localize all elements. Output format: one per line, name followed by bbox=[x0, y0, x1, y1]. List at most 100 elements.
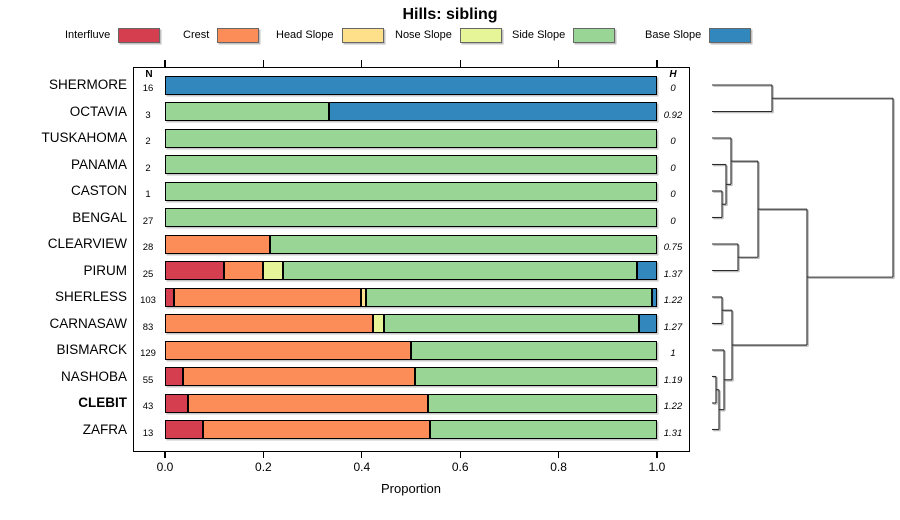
n-value-tuskahoma: 2 bbox=[145, 136, 151, 147]
x-axis-tick-top bbox=[656, 60, 658, 67]
bar-sherless bbox=[165, 287, 657, 307]
segment-base-slope bbox=[637, 261, 657, 280]
x-axis-tick-top bbox=[164, 60, 166, 67]
legend-label: Nose Slope bbox=[395, 29, 452, 41]
row-label-caston: CASTON bbox=[70, 183, 127, 198]
bar-nashoba bbox=[165, 367, 657, 386]
x-axis-tick-bottom bbox=[361, 451, 363, 458]
h-value-panama: 0 bbox=[670, 162, 676, 174]
row-label-pirum: PIRUM bbox=[83, 262, 128, 278]
bar-shermore bbox=[165, 75, 657, 95]
segment-crest bbox=[188, 393, 429, 413]
segment-base-slope bbox=[328, 102, 657, 121]
segment-side-slope bbox=[165, 155, 657, 174]
segment-side-slope bbox=[411, 340, 657, 360]
segment-base-slope bbox=[639, 314, 657, 333]
segment-crest bbox=[174, 287, 361, 307]
legend-swatch bbox=[341, 27, 384, 43]
row-label-bismarck: BISMARCK bbox=[56, 342, 127, 357]
x-axis-title: Proportion bbox=[381, 481, 441, 496]
n-value-octavia: 3 bbox=[145, 109, 151, 121]
legend-item-nose-slope: Nose Slope bbox=[395, 27, 502, 43]
segment-base-slope bbox=[165, 75, 657, 95]
h-value-clearview: 0.75 bbox=[663, 242, 683, 253]
segment-base-slope bbox=[652, 287, 657, 307]
segment-side-slope bbox=[365, 287, 653, 307]
bar-zafra bbox=[165, 420, 657, 439]
legend-item-crest: Crest bbox=[183, 27, 260, 43]
h-value-pirum: 1.37 bbox=[663, 268, 683, 280]
h-value-bismarck: 1 bbox=[670, 348, 676, 359]
n-value-shermore: 16 bbox=[142, 83, 154, 94]
segment-nose-slope bbox=[263, 261, 284, 280]
segment-side-slope bbox=[429, 420, 657, 439]
chart-title: Hills: sibling bbox=[402, 6, 498, 23]
bar-carnasaw bbox=[165, 314, 657, 333]
segment-nose-slope bbox=[372, 314, 385, 333]
n-value-bengal: 27 bbox=[142, 215, 154, 227]
segment-crest bbox=[224, 261, 264, 280]
bar-bengal bbox=[165, 208, 657, 227]
n-value-sherless: 103 bbox=[140, 295, 156, 306]
h-value-zafra: 1.31 bbox=[663, 427, 683, 439]
segment-crest bbox=[202, 420, 430, 439]
h-value-sherless: 1.22 bbox=[663, 295, 683, 306]
x-axis-tick-top bbox=[459, 60, 461, 67]
legend-swatch bbox=[573, 27, 616, 43]
x-axis-tick-top bbox=[262, 60, 264, 67]
h-value-carnasaw: 1.27 bbox=[663, 321, 683, 333]
h-value-octavia: 0.92 bbox=[663, 109, 683, 121]
segment-head-slope bbox=[360, 287, 366, 307]
segment-interfluve bbox=[165, 420, 203, 439]
row-label-shermore: SHERMORE bbox=[48, 77, 127, 92]
x-axis-tick-bottom bbox=[558, 451, 560, 458]
legend-label: Head Slope bbox=[276, 29, 334, 41]
x-axis-tick-bottom bbox=[164, 451, 166, 458]
segment-interfluve bbox=[165, 367, 183, 386]
n-value-bismarck: 129 bbox=[140, 348, 156, 359]
x-axis-tick-label: 0.2 bbox=[255, 460, 272, 474]
legend-swatch bbox=[217, 27, 260, 43]
legend-item-interfluve: Interfluve bbox=[65, 27, 161, 43]
row-label-panama: PANAMA bbox=[70, 156, 127, 172]
x-axis-tick-label: 1.0 bbox=[648, 460, 666, 474]
bar-caston bbox=[165, 181, 657, 201]
h-value-nashoba: 1.19 bbox=[663, 374, 683, 386]
legend-swatch bbox=[118, 27, 161, 43]
h-value-clebit: 1.22 bbox=[663, 401, 683, 412]
bar-panama bbox=[165, 155, 657, 174]
n-value-carnasaw: 83 bbox=[142, 321, 154, 333]
n-value-clebit: 43 bbox=[142, 401, 154, 412]
segment-interfluve bbox=[165, 393, 189, 413]
segment-interfluve bbox=[165, 261, 225, 280]
row-label-sherless: SHERLESS bbox=[54, 289, 127, 304]
legend-label: Base Slope bbox=[645, 29, 702, 41]
x-axis-tick-label: 0.6 bbox=[451, 460, 469, 474]
n-value-nashoba: 55 bbox=[142, 374, 154, 386]
x-axis-tick-label: 0.4 bbox=[353, 460, 371, 474]
bar-tuskahoma bbox=[165, 128, 657, 148]
bar-clearview bbox=[165, 234, 657, 254]
segment-crest bbox=[165, 314, 373, 333]
row-label-nashoba: NASHOBA bbox=[60, 368, 127, 384]
h-value-caston: 0 bbox=[670, 189, 676, 200]
segment-side-slope bbox=[270, 234, 657, 254]
x-axis-tick-label: 0.8 bbox=[550, 460, 567, 474]
segment-side-slope bbox=[165, 181, 657, 201]
row-label-octavia: OCTAVIA bbox=[69, 103, 127, 119]
dendrogram-shadow-lines bbox=[713, 85, 895, 432]
x-axis-tick-bottom bbox=[459, 451, 461, 458]
segment-interfluve bbox=[165, 287, 175, 307]
legend-item-head-slope: Head Slope bbox=[276, 27, 384, 43]
legend-label: Interfluve bbox=[65, 29, 111, 41]
segment-crest bbox=[182, 367, 416, 386]
segment-side-slope bbox=[165, 208, 657, 227]
x-axis-tick-bottom bbox=[262, 451, 264, 458]
n-value-zafra: 13 bbox=[142, 427, 154, 439]
h-column-header: H bbox=[669, 69, 677, 80]
bar-pirum bbox=[165, 261, 657, 280]
h-value-bengal: 0 bbox=[670, 215, 676, 227]
x-axis-tick-bottom bbox=[656, 451, 658, 458]
segment-crest bbox=[165, 234, 271, 254]
